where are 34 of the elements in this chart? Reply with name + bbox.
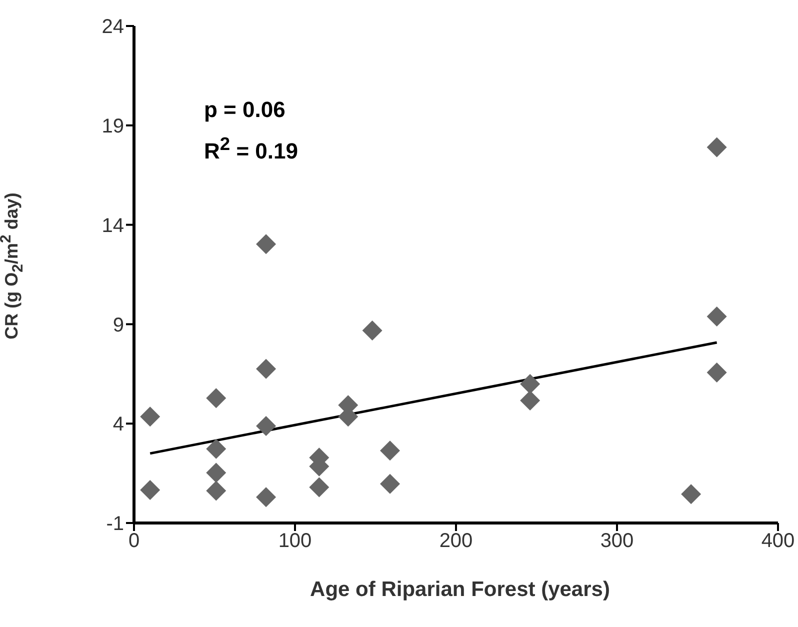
point: [520, 374, 540, 394]
annotation: R$^{2}$ = 0.19: [204, 132, 298, 166]
point: [706, 137, 727, 158]
y-tick-label: 24: [102, 16, 124, 38]
point: [256, 416, 276, 436]
point: [206, 462, 226, 483]
y-tick-label: -1: [106, 513, 124, 536]
y-tick-label: 14: [102, 214, 124, 237]
x-tick-label: 300: [600, 530, 634, 552]
y-tick-label: 9: [112, 314, 124, 336]
point: [206, 480, 226, 501]
point: [206, 388, 226, 408]
point: [706, 306, 727, 326]
point: [362, 320, 382, 341]
point: [520, 390, 540, 411]
x-tick-label: 0: [128, 530, 140, 552]
point: [380, 474, 400, 494]
point: [140, 480, 160, 500]
point: [309, 477, 330, 498]
annotation: p = 0.06: [204, 96, 286, 124]
x-tick-label: 100: [278, 530, 312, 552]
y-tick-label: 19: [102, 116, 124, 138]
point: [256, 234, 276, 254]
point: [380, 440, 400, 461]
y-tick-label: 4: [112, 414, 124, 436]
point: [256, 358, 276, 379]
point: [706, 362, 727, 383]
x-axis-title: Age of Riparian Forest (years): [309, 578, 611, 602]
point: [140, 406, 160, 427]
point: [256, 487, 276, 508]
x-tick-label: 200: [439, 530, 473, 552]
x-tick-label: 400: [761, 530, 795, 552]
point: [206, 438, 226, 459]
point: [681, 484, 702, 504]
